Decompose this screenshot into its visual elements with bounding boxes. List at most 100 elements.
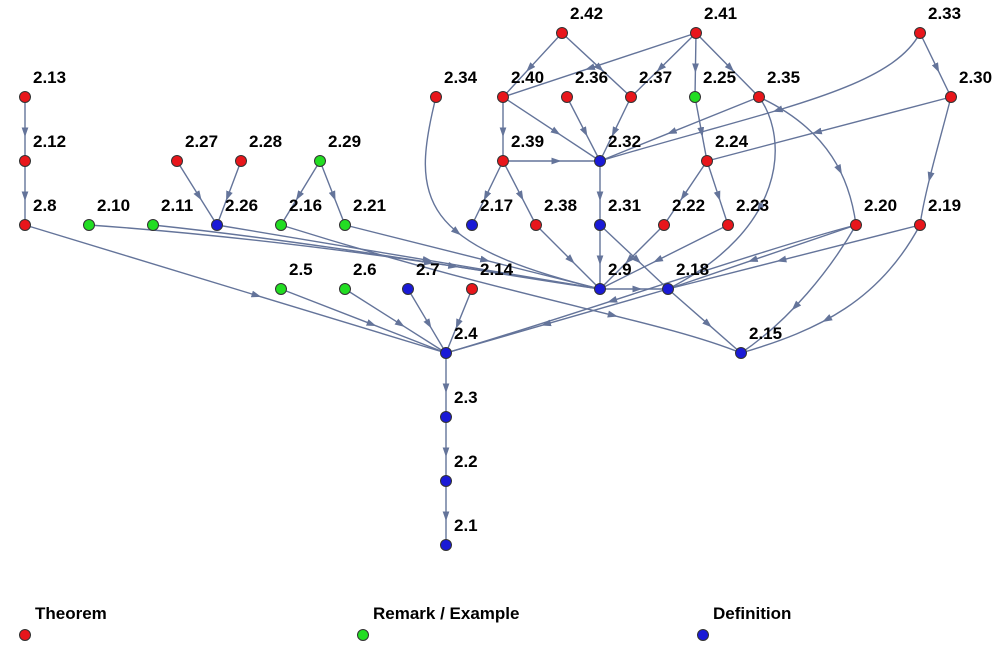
node-label: 2.40 (511, 68, 544, 87)
node-2-5 (275, 283, 287, 295)
node-2-34 (430, 91, 442, 103)
node-label: 2.6 (353, 260, 377, 279)
node-label: 2.1 (454, 516, 478, 535)
node-2-39 (497, 155, 509, 167)
node-2-26 (211, 219, 223, 231)
node-2-29 (314, 155, 326, 167)
edge-2.41-to-2.37 (630, 32, 697, 98)
node-2-3 (440, 411, 452, 423)
edge-2.20-to-2.18 (667, 224, 857, 290)
node-2-10 (83, 219, 95, 231)
node-label: 2.15 (749, 324, 782, 343)
edge-arrowhead (607, 296, 618, 303)
edge-arrowhead (772, 105, 784, 113)
node-2-36 (561, 91, 573, 103)
node-2-32 (594, 155, 606, 167)
node-2-4 (440, 347, 452, 359)
edge-2.36-to-2.32 (566, 96, 601, 162)
edge-2.25-to-2.24 (694, 96, 708, 162)
node-2-13 (19, 91, 31, 103)
node-label: 2.24 (715, 132, 749, 151)
edge-2.27-to-2.26 (176, 160, 218, 226)
node-2-33 (914, 27, 926, 39)
node-label: 2.10 (97, 196, 130, 215)
edge-2.35-to-2.32 (599, 96, 760, 162)
node-label: 2.35 (767, 68, 800, 87)
node-2-20 (850, 219, 862, 231)
edge-2.20-to-2.15 (740, 224, 857, 354)
node-2-6 (339, 283, 351, 295)
edge-2.39-to-2.17 (471, 160, 504, 226)
edge-2.26-to-2.9 (216, 224, 601, 290)
edge-2.42-to-2.40 (502, 32, 563, 98)
edge-2.42-to-2.37 (561, 32, 632, 98)
edge-arrowhead (927, 171, 935, 183)
node-2-27 (171, 155, 183, 167)
node-2-11 (147, 219, 159, 231)
legend: Theorem Remark / Example Definition (19, 604, 791, 641)
node-2-24 (701, 155, 713, 167)
node-label: 2.28 (249, 132, 282, 151)
node-2-41 (690, 27, 702, 39)
edge-arrowhead (757, 202, 765, 213)
edge-arrowhead (450, 226, 461, 236)
node-2-17 (466, 219, 478, 231)
node-label: 2.4 (454, 324, 478, 343)
node-2-42 (556, 27, 568, 39)
legend-swatch-theorem (19, 629, 31, 641)
node-2-18 (662, 283, 674, 295)
node-2-12 (19, 155, 31, 167)
edge-2.10-to-2.9 (88, 224, 601, 290)
edge-2.18-to-2.15 (667, 288, 742, 354)
node-2-1 (440, 539, 452, 551)
node-label: 2.41 (704, 4, 737, 23)
node-label: 2.25 (703, 68, 736, 87)
node-label: 2.31 (608, 196, 641, 215)
node-label: 2.33 (928, 4, 961, 23)
edge-2.11-to-2.9 (152, 224, 601, 290)
edge-2.31-to-2.18 (599, 224, 669, 290)
node-2-2 (440, 475, 452, 487)
node-2-38 (530, 219, 542, 231)
node-label: 2.11 (161, 196, 193, 215)
edge-arrowhead (607, 310, 618, 318)
node-label: 2.7 (416, 260, 440, 279)
node-label: 2.26 (225, 196, 258, 215)
node-label: 2.12 (33, 132, 66, 151)
node-label: 2.18 (676, 260, 709, 279)
edge-2.18-to-2.4 (445, 288, 669, 354)
node-label: 2.2 (454, 452, 478, 471)
node-label: 2.3 (454, 388, 478, 407)
node-2-7 (402, 283, 414, 295)
node-label: 2.34 (444, 68, 478, 87)
edge-arrowhead (791, 300, 802, 311)
node-label: 2.16 (289, 196, 322, 215)
node-label: 2.19 (928, 196, 961, 215)
edge-2.5-to-2.4 (280, 288, 447, 354)
edge-2.41-to-2.25 (692, 32, 699, 98)
edge-2.16-to-2.15 (280, 224, 742, 354)
node-2-16 (275, 219, 287, 231)
edge-2.19-to-2.15 (740, 224, 921, 354)
node-label: 2.29 (328, 132, 361, 151)
legend-label-theorem: Theorem (35, 604, 107, 623)
edge-2.34-to-2.9 (424, 96, 601, 290)
node-2-14 (466, 283, 478, 295)
edge-2.14-to-2.4 (445, 288, 473, 354)
node-2-19 (914, 219, 926, 231)
edge-2.35-to-2.20 (758, 96, 857, 226)
legend-swatch-remark (357, 629, 369, 641)
node-2-9 (594, 283, 606, 295)
edge-2.39-to-2.38 (502, 160, 537, 226)
node-label: 2.30 (959, 68, 992, 87)
node-label: 2.20 (864, 196, 897, 215)
edge-2.22-to-2.9 (599, 224, 665, 290)
legend-label-remark: Remark / Example (373, 604, 519, 623)
nodes-layer: 2.1 2.2 2.3 2.4 2.5 2.6 2.7 2.8 2.9 2.10 2.11 2.12 2… (19, 4, 992, 551)
edge-2.24-to-2.22 (663, 160, 708, 226)
node-2-15 (735, 347, 747, 359)
node-2-21 (339, 219, 351, 231)
edge-2.28-to-2.26 (216, 160, 242, 226)
node-2-28 (235, 155, 247, 167)
node-2-8 (19, 219, 31, 231)
